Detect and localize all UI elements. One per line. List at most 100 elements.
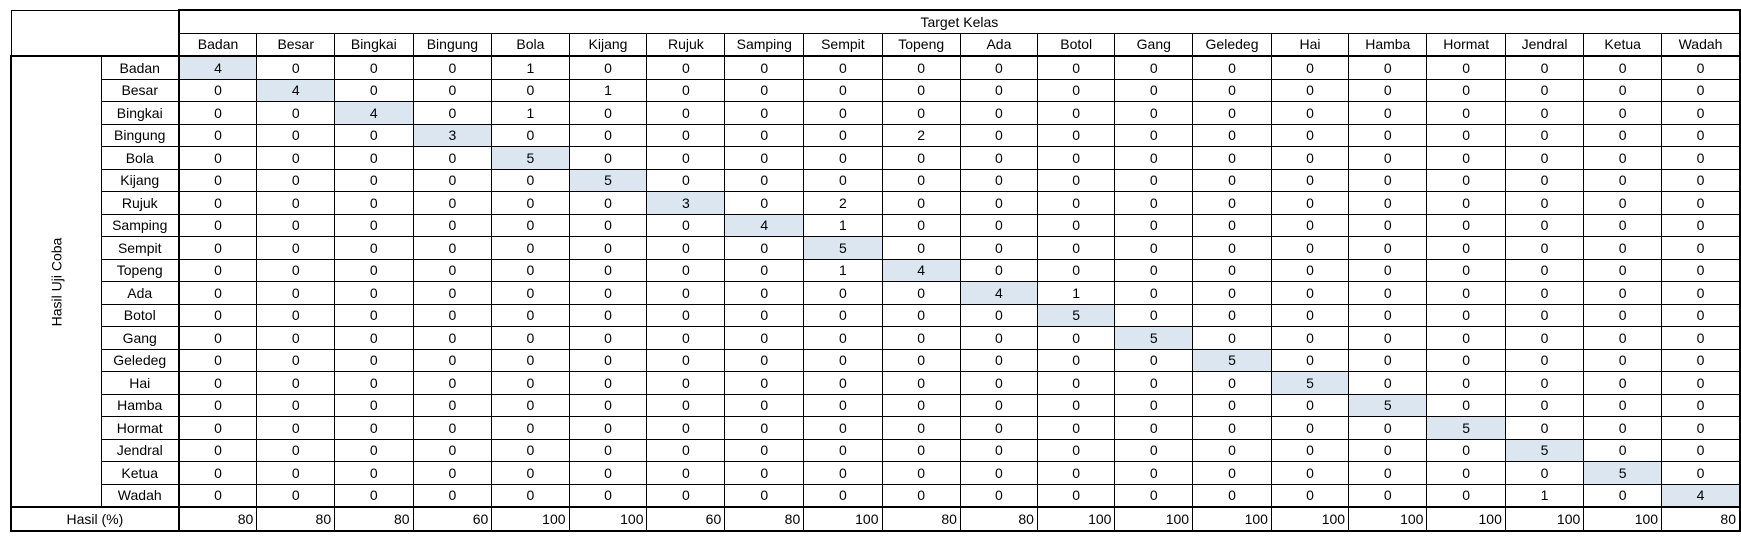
matrix-cell: 0 [178, 303, 258, 327]
title-row: Target Kelas [10, 9, 1741, 57]
matrix-cell: 0 [334, 393, 414, 417]
matrix-cell: 0 [1270, 483, 1350, 508]
matrix-cell: 0 [412, 146, 493, 170]
matrix-cell: 1 [803, 213, 883, 237]
matrix-cell: 0 [568, 236, 648, 260]
matrix-cell: 0 [1192, 326, 1272, 350]
matrix-cell: 0 [724, 326, 805, 350]
matrix-cell: 0 [1192, 461, 1272, 485]
matrix-cell: 0 [959, 416, 1038, 440]
matrix-cell: 0 [881, 55, 961, 80]
matrix-cell: 0 [646, 393, 726, 417]
matrix-cell: 0 [412, 483, 493, 508]
matrix-cell: 0 [178, 416, 258, 440]
matrix-cell: 0 [724, 483, 805, 508]
matrix-cell: 0 [1583, 393, 1663, 417]
matrix-cell: 0 [1583, 438, 1663, 462]
matrix-cell: 0 [1504, 168, 1585, 192]
matrix-row: Hormat 0 0 0 0 0 0 0 0 0 0 0 0 0 0 0 0 5 0 0 0 [11, 416, 1741, 440]
matrix-cell: 0 [803, 326, 883, 350]
matrix-cell: 0 [1661, 236, 1741, 260]
matrix-cell: 0 [881, 168, 961, 192]
matrix-cell: 0 [1583, 326, 1663, 350]
diagonal-cell: 5 [1270, 371, 1350, 395]
diagonal-cell: 5 [1348, 393, 1428, 417]
result-percent-cell: 100 [1270, 506, 1350, 532]
matrix-cell: 0 [1661, 303, 1741, 327]
column-header-ada: Ada [959, 32, 1038, 57]
matrix-cell: 0 [724, 461, 805, 485]
matrix-cell: 0 [1114, 461, 1194, 485]
matrix-cell: 0 [1661, 281, 1741, 305]
matrix-cell: 0 [412, 393, 493, 417]
matrix-cell: 0 [1661, 78, 1741, 102]
matrix-cell: 0 [256, 303, 336, 327]
row-label-topeng: Topeng [100, 258, 180, 282]
matrix-cell: 0 [724, 303, 805, 327]
matrix-cell: 0 [1504, 393, 1585, 417]
row-label-sempit: Sempit [100, 236, 180, 260]
diagonal-cell: 4 [256, 78, 336, 102]
matrix-cell: 0 [959, 326, 1038, 350]
matrix-cell: 0 [1426, 461, 1506, 485]
column-header-hamba: Hamba [1348, 32, 1428, 57]
matrix-cell: 0 [1661, 146, 1741, 170]
matrix-cell: 0 [959, 191, 1038, 215]
matrix-cell: 0 [646, 258, 726, 282]
matrix-cell: 0 [256, 483, 336, 508]
matrix-cell: 0 [491, 483, 570, 508]
matrix-cell: 0 [178, 281, 258, 305]
matrix-cell: 0 [256, 326, 336, 350]
matrix-cell: 0 [412, 281, 493, 305]
matrix-cell: 0 [1426, 348, 1506, 372]
matrix-cell: 0 [1348, 258, 1428, 282]
matrix-cell: 0 [646, 78, 726, 102]
matrix-cell: 0 [1348, 55, 1428, 80]
column-header-jendral: Jendral [1504, 32, 1585, 57]
result-percent-cell: 100 [1114, 506, 1194, 532]
matrix-cell: 0 [1036, 146, 1116, 170]
matrix-cell: 0 [1504, 281, 1585, 305]
matrix-row: Rujuk 0 0 0 0 0 0 3 0 2 0 0 0 0 0 0 0 0 0 0 0 [11, 191, 1741, 215]
matrix-cell: 0 [1036, 55, 1116, 80]
matrix-cell: 0 [1036, 483, 1116, 508]
matrix-cell: 0 [646, 281, 726, 305]
matrix-cell: 0 [1270, 326, 1350, 350]
matrix-cell: 0 [1583, 371, 1663, 395]
matrix-cell: 0 [646, 348, 726, 372]
matrix-cell: 0 [1348, 78, 1428, 102]
matrix-cell: 0 [724, 258, 805, 282]
matrix-cell: 0 [1426, 78, 1506, 102]
matrix-cell: 0 [178, 258, 258, 282]
matrix-cell: 0 [334, 326, 414, 350]
matrix-cell: 0 [959, 483, 1038, 508]
matrix-cell: 0 [1426, 236, 1506, 260]
matrix-cell: 0 [568, 303, 648, 327]
matrix-cell: 0 [724, 236, 805, 260]
result-percent-cell: 100 [1036, 506, 1116, 532]
column-header-badan: Badan [178, 32, 258, 57]
matrix-cell: 0 [1583, 483, 1663, 508]
matrix-cell: 0 [959, 123, 1038, 147]
matrix-cell: 0 [881, 483, 961, 508]
matrix-cell: 0 [568, 258, 648, 282]
matrix-cell: 0 [1192, 213, 1272, 237]
matrix-row: Geledeg 0 0 0 0 0 0 0 0 0 0 0 0 0 5 0 0 0 0 0 0 [11, 348, 1741, 372]
matrix-cell: 0 [334, 348, 414, 372]
matrix-cell: 0 [1270, 101, 1350, 125]
matrix-cell: 0 [1114, 371, 1194, 395]
matrix-cell: 0 [724, 416, 805, 440]
column-header-row: Badan Besar Bingkai Bingung Bola Kijang Rujuk S… [11, 32, 1741, 57]
matrix-cell: 0 [568, 281, 648, 305]
matrix-cell: 0 [881, 303, 961, 327]
matrix-cell: 0 [256, 371, 336, 395]
matrix-cell: 0 [334, 123, 414, 147]
result-percent-cell: 100 [1583, 506, 1663, 532]
matrix-cell: 0 [1348, 303, 1428, 327]
matrix-cell: 0 [646, 123, 726, 147]
matrix-cell: 0 [491, 191, 570, 215]
matrix-cell: 0 [256, 393, 336, 417]
matrix-cell: 1 [568, 78, 648, 102]
matrix-cell: 0 [1192, 168, 1272, 192]
matrix-row: Wadah 0 0 0 0 0 0 0 0 0 0 0 0 0 0 0 0 0 1 0 4 [11, 483, 1741, 508]
